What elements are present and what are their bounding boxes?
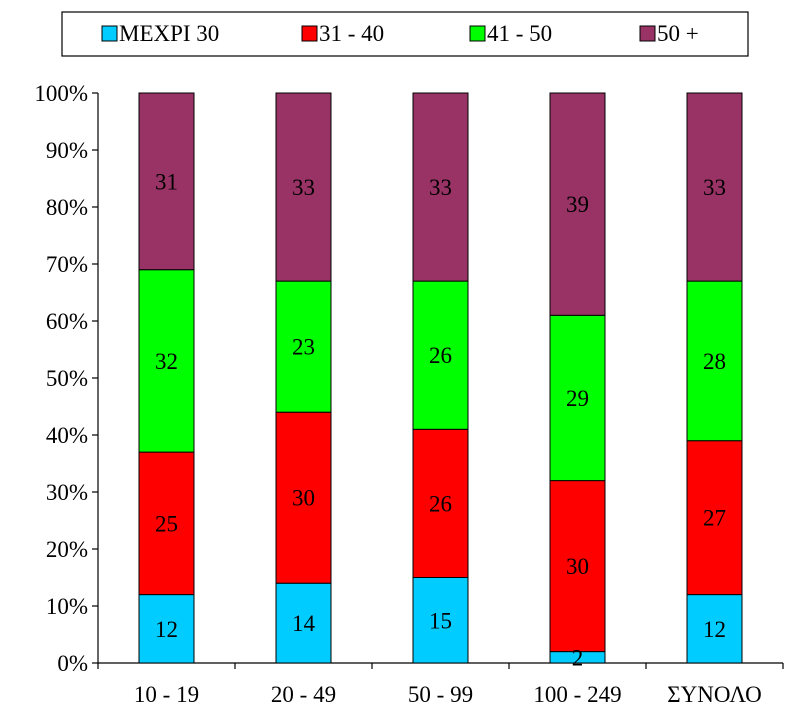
- axes: 0% 10% 20% 30% 40% 50% 60% 70% 80% 90% 100% 10 - 19…: [34, 81, 784, 707]
- y-tick-label: 20%: [46, 537, 88, 562]
- bar-segment: [275, 92, 332, 282]
- bar-segment: [686, 280, 743, 442]
- bar-segment: [138, 92, 195, 271]
- data-label: 26: [429, 491, 452, 516]
- bar-segment: [138, 451, 195, 596]
- legend: ΜΕΧΡΙ 30 31 - 40 41 - 50 50 +: [61, 11, 749, 57]
- y-tick-label: 100%: [34, 81, 88, 106]
- data-label: 25: [155, 511, 178, 536]
- bar-segment: [412, 577, 469, 664]
- data-label: 26: [429, 343, 452, 368]
- x-tick-label: 20 - 49: [271, 682, 336, 707]
- data-labels: 12 25 32 31 14 30 23 33 15 26 26 33 2 30 29 39 12 27 28 33: [155, 169, 726, 670]
- bar-segment: [412, 428, 469, 578]
- bar-segment: [138, 269, 195, 453]
- bar-segment: [549, 314, 606, 482]
- bar-segment: [549, 480, 606, 653]
- bar-segment: [138, 594, 195, 664]
- legend-label: 50 +: [657, 21, 699, 46]
- bar-segment: [686, 92, 743, 282]
- data-label: 12: [155, 617, 178, 642]
- x-tick-label: ΣΥΝΟΛΟ: [667, 682, 761, 707]
- legend-label: ΜΕΧΡΙ 30: [119, 21, 219, 46]
- y-tick-label: 80%: [46, 195, 88, 220]
- y-tick-label: 40%: [46, 423, 88, 448]
- data-label: 15: [429, 608, 452, 633]
- bar-segment: [549, 92, 606, 316]
- bar-segment: [412, 280, 469, 430]
- bars: [138, 92, 743, 664]
- legend-swatch: [639, 25, 656, 42]
- legend-swatch: [469, 25, 486, 42]
- data-label: 29: [566, 386, 589, 411]
- bar-segment: [412, 92, 469, 282]
- y-tick-label: 60%: [46, 309, 88, 334]
- legend-swatch: [301, 25, 318, 42]
- legend-label: 41 - 50: [487, 21, 552, 46]
- legend-box: [61, 11, 749, 57]
- data-label: 2: [572, 645, 584, 670]
- x-tick-label: 10 - 19: [134, 682, 199, 707]
- data-label: 27: [703, 506, 726, 531]
- legend-label: 31 - 40: [319, 21, 384, 46]
- x-tick-label: 100 - 249: [533, 682, 621, 707]
- data-label: 12: [703, 617, 726, 642]
- y-tick-label: 0%: [57, 651, 88, 676]
- data-label: 30: [566, 554, 589, 579]
- data-label: 28: [703, 349, 726, 374]
- data-label: 39: [566, 192, 589, 217]
- data-label: 33: [429, 175, 452, 200]
- bar-segment: [275, 280, 332, 413]
- data-label: 23: [292, 335, 315, 360]
- y-tick-label: 90%: [46, 138, 88, 163]
- data-label: 32: [155, 349, 178, 374]
- data-label: 33: [292, 175, 315, 200]
- bar-segment: [275, 411, 332, 584]
- x-tick-label: 50 - 99: [408, 682, 473, 707]
- data-label: 31: [155, 169, 178, 194]
- y-tick-label: 70%: [46, 252, 88, 277]
- y-tick-label: 50%: [46, 366, 88, 391]
- data-label: 30: [292, 486, 315, 511]
- y-tick-label: 30%: [46, 480, 88, 505]
- data-label: 14: [292, 611, 316, 636]
- y-tick-label: 10%: [46, 594, 88, 619]
- legend-swatch: [101, 25, 118, 42]
- data-label: 33: [703, 175, 726, 200]
- bar-segment: [275, 582, 332, 664]
